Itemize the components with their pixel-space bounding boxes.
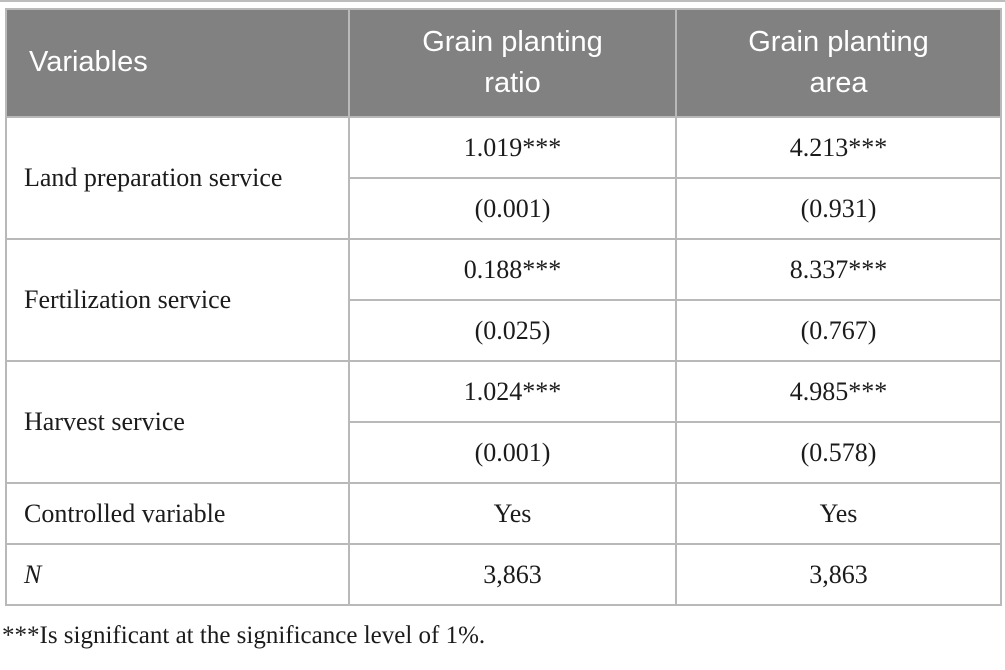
stderr-cell: (0.931) [675, 177, 1002, 240]
table-row: (0.001) (0.931) [6, 177, 1002, 240]
regression-results-table: Variables Grain planting ratio Grain pla… [5, 8, 1002, 606]
column-header-grain-planting-ratio: Grain planting ratio [348, 8, 677, 118]
row-label-n: N [5, 543, 350, 606]
row-label-controlled-variable: Controlled variable [5, 482, 350, 545]
coef-cell: 0.188*** [348, 238, 677, 301]
row-label-land-preparation-service: Land preparation service [5, 116, 350, 240]
row-label-fertilization-service: Fertilization service [5, 238, 350, 362]
table-row: (0.025) (0.767) [6, 299, 1002, 362]
coef-cell: 4.213*** [675, 116, 1002, 179]
stderr-cell: (0.025) [348, 299, 677, 362]
column-header-grain-planting-area: Grain planting area [675, 8, 1002, 118]
table-row: Fertilization service 0.188*** 8.337*** [5, 238, 1002, 362]
n-ratio-cell: 3,863 [348, 543, 677, 606]
top-rule-divider [0, 0, 1005, 2]
stderr-cell: (0.001) [348, 421, 677, 484]
coef-cell: 8.337*** [675, 238, 1002, 301]
stderr-cell: (0.001) [348, 177, 677, 240]
row-label-harvest-service: Harvest service [5, 360, 350, 484]
controlled-variable-ratio-cell: Yes [348, 482, 677, 545]
table-header-row: Variables Grain planting ratio Grain pla… [5, 8, 1002, 118]
column-header-grain-planting-area-label: Grain planting area [748, 25, 929, 99]
column-header-variables: Variables [5, 8, 350, 118]
stderr-cell: (0.767) [675, 299, 1002, 362]
column-header-grain-planting-ratio-label: Grain planting ratio [422, 25, 603, 99]
significance-footnote: ***Is significant at the significance le… [2, 622, 486, 649]
controlled-variable-area-cell: Yes [675, 482, 1002, 545]
n-area-cell: 3,863 [675, 543, 1002, 606]
table-row: (0.001) (0.578) [6, 421, 1002, 484]
table-row: Land preparation service 1.019*** 4.213*… [5, 116, 1002, 240]
table-row: Harvest service 1.024*** 4.985*** [5, 360, 1002, 484]
coef-cell: 1.024*** [348, 360, 677, 423]
table-row: Controlled variable Yes Yes [5, 482, 1002, 545]
coef-cell: 1.019*** [348, 116, 677, 179]
coef-cell: 4.985*** [675, 360, 1002, 423]
table-row: N 3,863 3,863 [5, 543, 1002, 606]
stderr-cell: (0.578) [675, 421, 1002, 484]
